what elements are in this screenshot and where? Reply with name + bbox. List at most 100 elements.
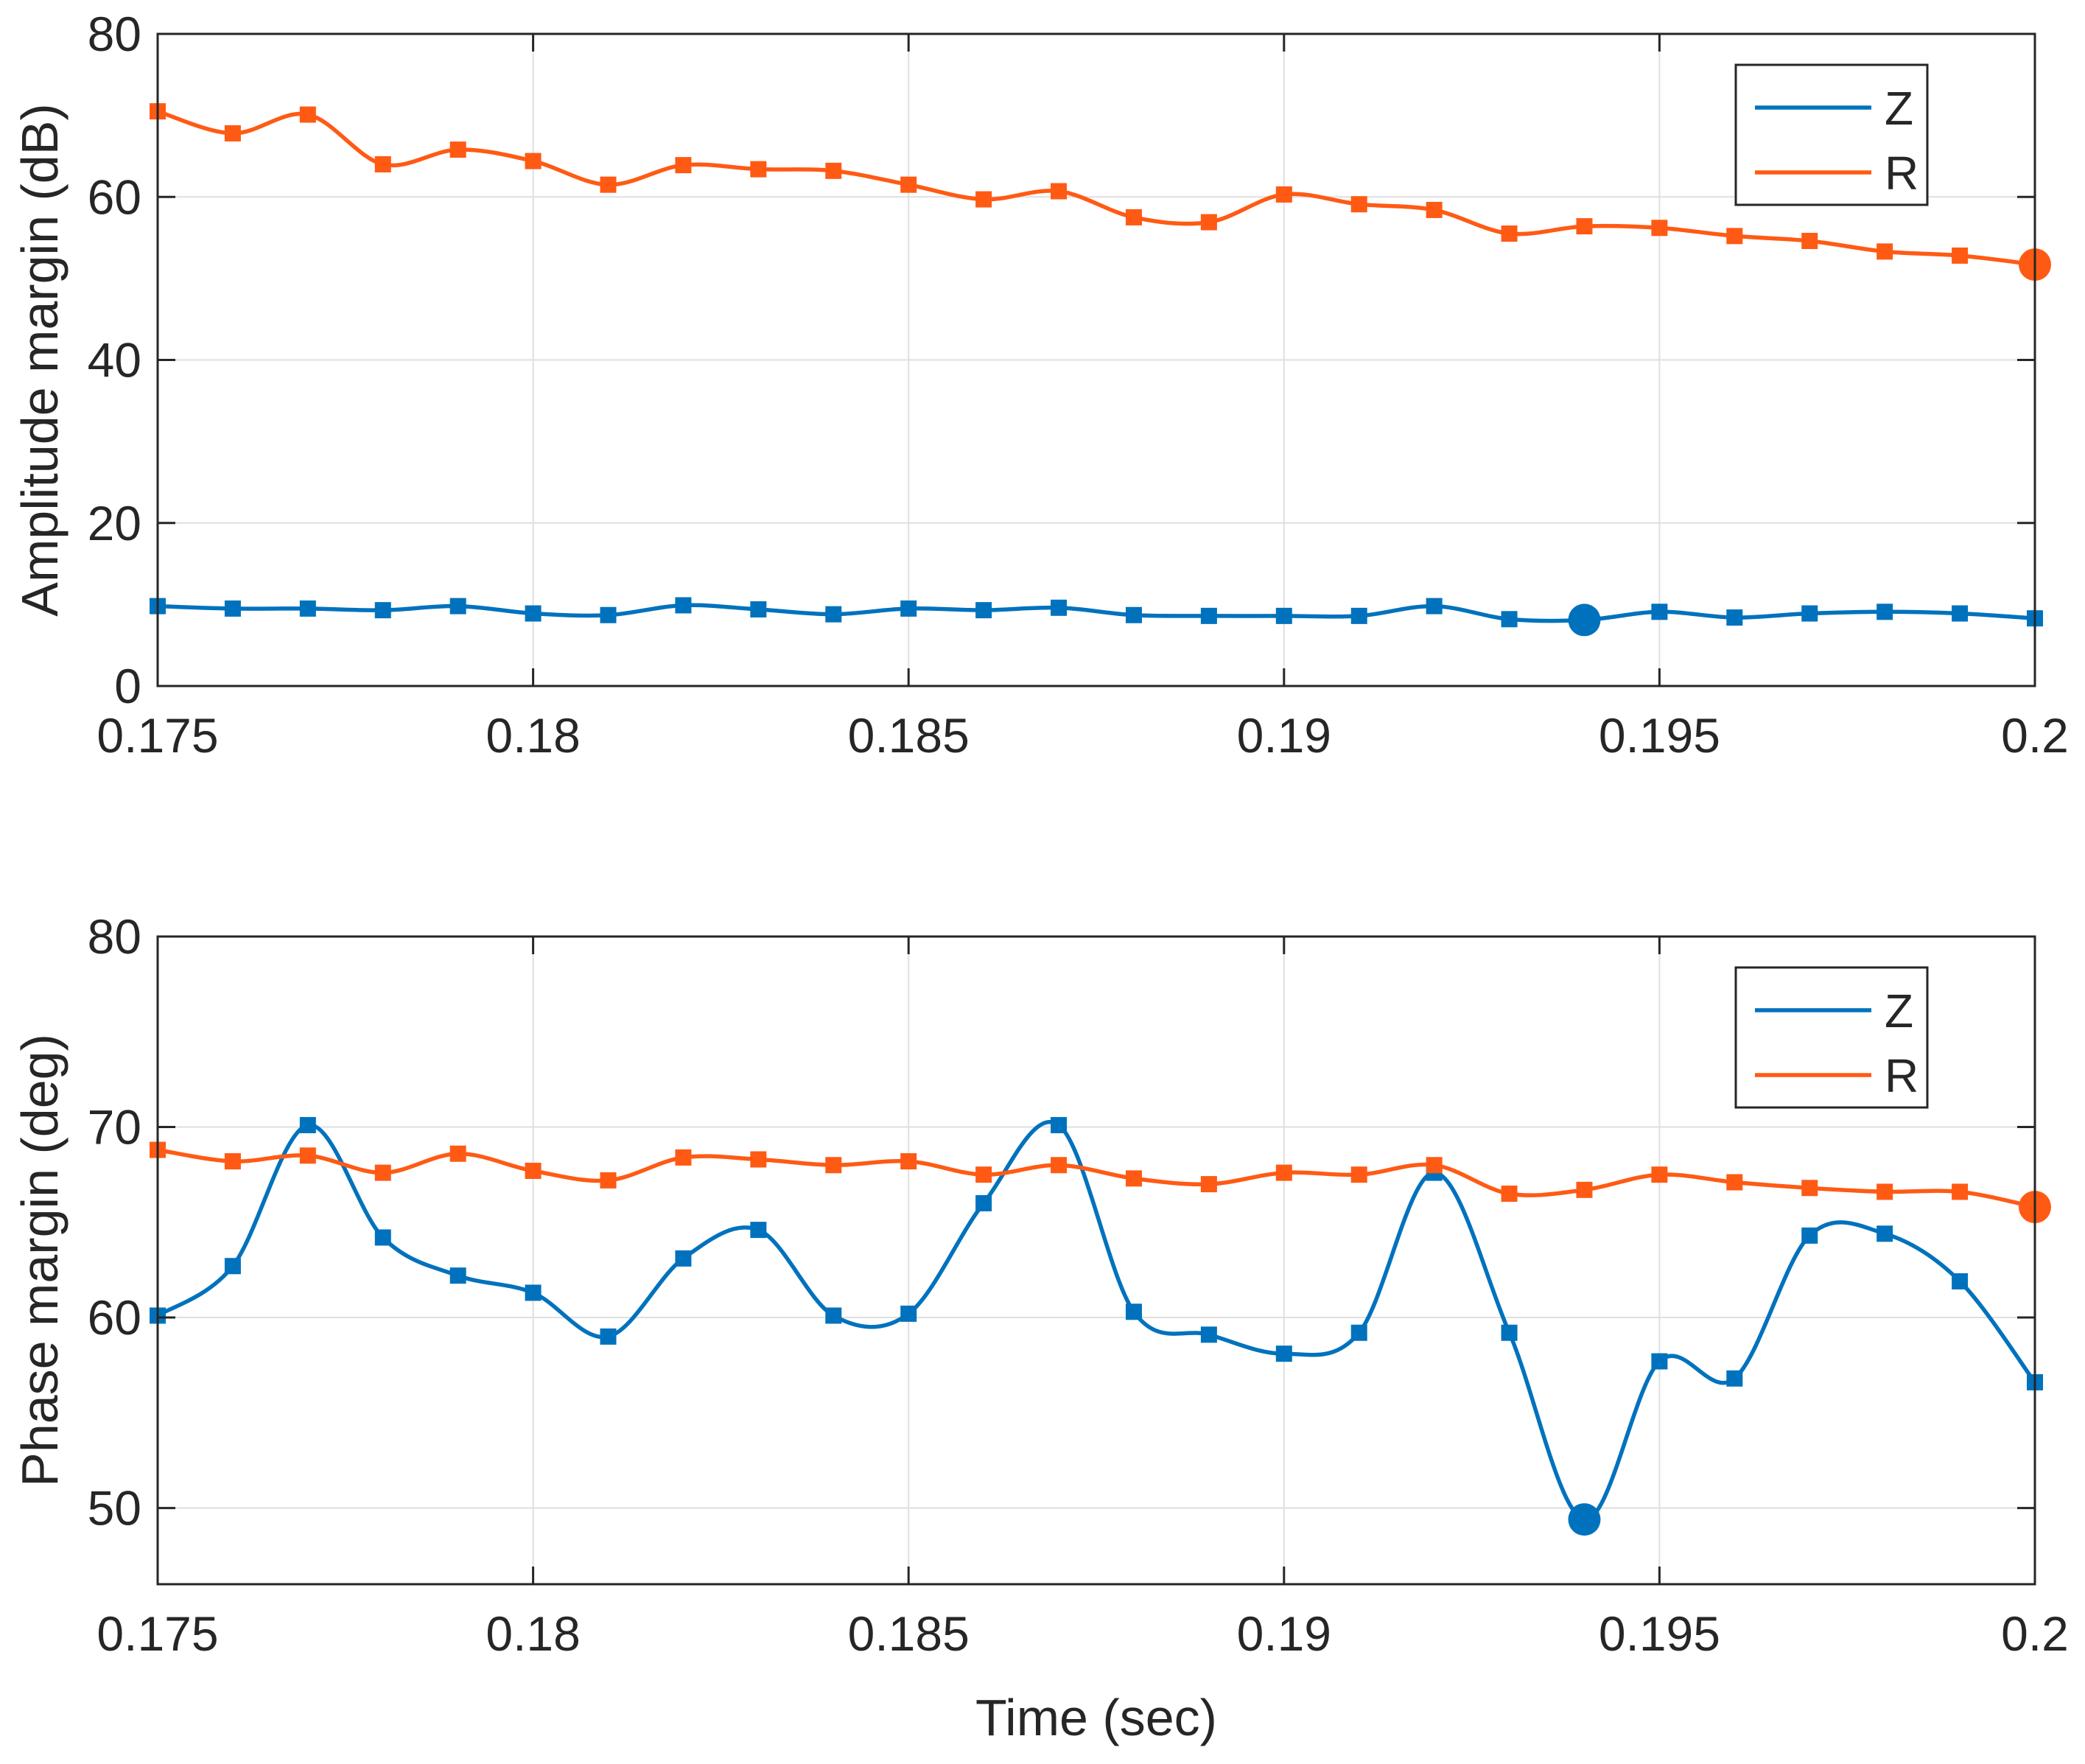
data-point-z <box>224 600 241 617</box>
legend-box <box>1734 63 1929 206</box>
legend-label-r: R <box>1885 1049 1918 1102</box>
data-point-z <box>1501 1324 1518 1341</box>
x-tick-label: 0.2 <box>2001 1606 2069 1661</box>
data-point-r <box>224 125 241 141</box>
data-point-z <box>825 606 842 623</box>
data-point-z <box>1350 1324 1367 1341</box>
data-point-r <box>975 191 992 208</box>
y-tick-label: 0 <box>114 659 141 713</box>
data-point-r <box>525 153 542 169</box>
data-point-r <box>1200 214 1217 231</box>
data-point-r <box>1501 225 1518 242</box>
highlight-point-z <box>1568 1503 1601 1536</box>
data-point-z <box>1952 605 1969 622</box>
y-tick-label: 50 <box>88 1481 141 1536</box>
data-point-r <box>675 157 692 174</box>
highlight-point-z <box>1568 603 1601 637</box>
x-tick-label: 0.175 <box>97 708 218 763</box>
data-point-z <box>449 598 466 615</box>
data-point-r <box>374 156 391 172</box>
data-point-r <box>600 176 617 193</box>
data-point-z <box>525 1284 542 1301</box>
data-point-r <box>1275 1164 1292 1181</box>
x-tick-label: 0.185 <box>848 1606 970 1661</box>
x-tick-label: 0.18 <box>486 1606 580 1661</box>
amplitude-margin-panel: 0.175 0.18 0.185 0.19 0.195 0.2 0 20 40 60 80 Ampli… <box>11 7 2069 763</box>
data-point-r <box>675 1149 692 1166</box>
x-tick-label: 0.19 <box>1237 708 1331 763</box>
data-point-r <box>1576 218 1593 235</box>
x-tick-label: 0.185 <box>848 708 970 763</box>
data-point-z <box>750 601 767 618</box>
data-point-r <box>1125 209 1142 225</box>
data-point-z <box>1275 1345 1292 1362</box>
data-point-r <box>1726 1174 1743 1191</box>
data-point-r <box>600 1172 617 1189</box>
data-point-r <box>1576 1181 1593 1198</box>
x-axis-label: Time (sec) <box>975 1689 1217 1746</box>
data-point-r <box>449 1145 466 1162</box>
data-point-r <box>1426 1157 1443 1174</box>
y-tick-label: 80 <box>88 909 141 964</box>
data-point-r <box>1651 220 1668 237</box>
data-point-z <box>1125 1303 1142 1320</box>
data-point-r <box>1051 183 1068 200</box>
data-point-r <box>975 1166 992 1183</box>
data-point-z <box>374 1229 391 1246</box>
data-point-r <box>825 162 842 179</box>
phase-margin-panel: 0.175 0.18 0.185 0.19 0.195 0.2 50 60 70 80 Phase … <box>11 909 2069 1746</box>
data-point-r <box>299 1147 316 1164</box>
data-point-z <box>1125 606 1142 623</box>
y-axis-label: Phase margin (deg) <box>11 1034 69 1487</box>
data-point-z <box>1726 609 1743 626</box>
plot-area <box>158 937 2035 1584</box>
data-point-z <box>750 1222 767 1239</box>
data-point-z <box>1726 1370 1743 1387</box>
data-point-r <box>449 141 466 158</box>
legend: ZR <box>1734 966 1929 1109</box>
legend-label-z: Z <box>1885 984 1913 1037</box>
data-point-z <box>224 1258 241 1275</box>
data-point-z <box>525 605 542 622</box>
axes-box <box>156 935 2036 1586</box>
data-point-r <box>1801 232 1818 249</box>
x-tick-label: 0.18 <box>486 708 580 763</box>
data-point-r <box>1726 228 1743 245</box>
data-point-z <box>1350 607 1367 624</box>
data-point-z <box>1876 603 1893 620</box>
data-point-r <box>1350 196 1367 213</box>
data-point-r <box>374 1164 391 1181</box>
data-point-r <box>1801 1180 1818 1197</box>
data-point-r <box>1200 1176 1217 1193</box>
data-point-z <box>1200 607 1217 624</box>
data-point-z <box>675 1250 692 1267</box>
data-point-r <box>1275 186 1292 203</box>
data-point-z <box>1051 599 1068 616</box>
x-tick-label: 0.195 <box>1599 708 1720 763</box>
data-point-z <box>1876 1225 1893 1242</box>
data-point-z <box>1426 598 1443 615</box>
legend-box <box>1734 966 1929 1109</box>
y-tick-label: 60 <box>88 1290 141 1345</box>
data-point-r <box>1952 1183 1969 1200</box>
data-point-z <box>600 1328 617 1345</box>
data-point-z <box>449 1267 466 1284</box>
data-point-z <box>1801 605 1818 622</box>
data-point-r <box>750 1151 767 1168</box>
data-point-z <box>975 1194 992 1211</box>
data-point-z <box>900 600 917 617</box>
y-tick-label: 70 <box>88 1100 141 1155</box>
data-point-z <box>299 1116 316 1133</box>
y-axis-label: Amplitude margin (dB) <box>11 103 69 616</box>
data-point-r <box>1051 1157 1068 1174</box>
data-point-r <box>750 161 767 178</box>
y-tick-label: 40 <box>88 333 141 388</box>
data-point-z <box>1200 1326 1217 1343</box>
data-point-r <box>825 1157 842 1174</box>
x-tick-label: 0.2 <box>2001 708 2069 763</box>
legend-label-r: R <box>1885 147 1918 200</box>
y-tick-label: 80 <box>88 7 141 61</box>
data-point-r <box>1952 247 1969 264</box>
x-tick-label: 0.195 <box>1599 1606 1720 1661</box>
